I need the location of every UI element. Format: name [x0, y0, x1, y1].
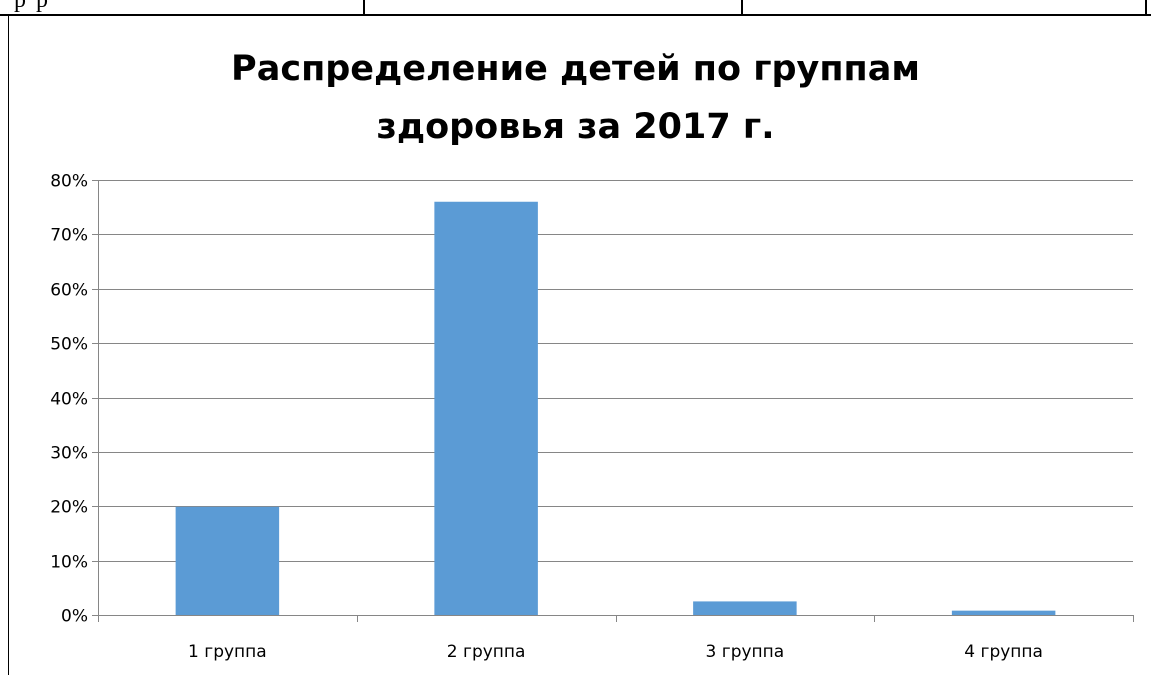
chart-left-border	[8, 16, 9, 675]
chart-title-line-1: Распределение детей по группам	[231, 49, 920, 89]
chart-title: Распределение детей по группам здоровья …	[0, 40, 1151, 156]
table-divider	[363, 0, 365, 16]
bar	[951, 610, 1056, 615]
x-tick-label: 3 группа	[706, 642, 785, 662]
y-tick-label: 20%	[50, 498, 88, 518]
bar	[175, 506, 280, 615]
gridlines	[92, 180, 1133, 616]
y-tick-label: 60%	[50, 281, 88, 301]
table-divider	[1145, 0, 1147, 16]
y-tick-label: 0%	[61, 607, 88, 627]
y-tick-label: 50%	[50, 335, 88, 355]
x-tick-label: 4 группа	[964, 642, 1043, 662]
bar	[434, 201, 538, 615]
x-tick-label: 1 группа	[188, 642, 267, 662]
y-tick-label: 10%	[50, 553, 88, 573]
chart-title-line-2: здоровья за 2017 г.	[376, 107, 775, 147]
table-divider	[741, 0, 743, 16]
y-tick-label: 30%	[50, 444, 88, 464]
top-table-fragment: р р	[0, 0, 1151, 16]
table-bottom-border	[0, 14, 1151, 16]
y-tick-label: 80%	[50, 172, 88, 192]
bars	[175, 201, 1056, 615]
table-cut-text: р р	[14, 0, 50, 13]
bar	[693, 601, 797, 615]
y-tick-label: 70%	[50, 226, 88, 246]
axes	[98, 180, 1134, 622]
x-tick-label: 2 группа	[447, 642, 526, 662]
y-tick-label: 40%	[50, 390, 88, 410]
tick-labels: 0% 10% 20% 30% 40% 50% 60% 70% 80% 1 группа 2 груп…	[50, 172, 1043, 663]
